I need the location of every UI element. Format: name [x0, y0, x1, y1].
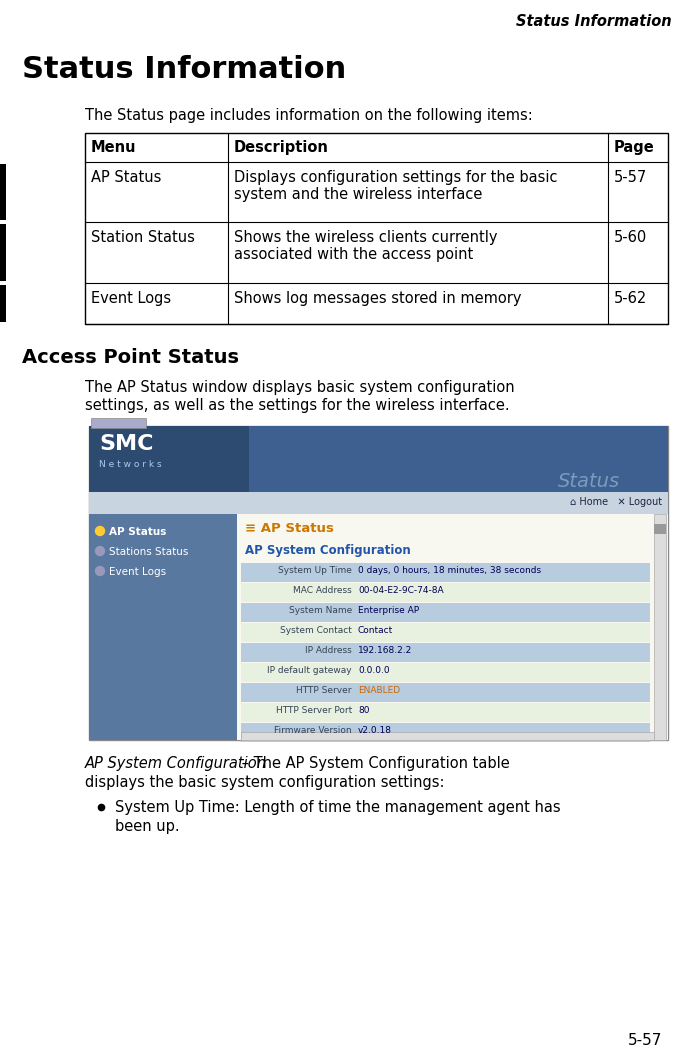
Circle shape: [96, 527, 104, 535]
Bar: [237, 514, 668, 740]
Bar: [0, 224, 6, 281]
Bar: [241, 623, 650, 642]
Text: ⌂ Home   ✕ Logout: ⌂ Home ✕ Logout: [570, 497, 662, 507]
Text: 5-62: 5-62: [614, 291, 647, 306]
Text: 5-57: 5-57: [628, 1033, 662, 1047]
Text: Access Point Status: Access Point Status: [22, 348, 239, 367]
Bar: [241, 703, 650, 722]
Text: v2.0.18: v2.0.18: [358, 726, 392, 735]
Text: IP default gateway: IP default gateway: [268, 666, 352, 675]
Bar: [241, 643, 650, 662]
Text: Menu: Menu: [91, 140, 136, 155]
Text: The Status page includes information on the following items:: The Status page includes information on …: [85, 108, 533, 122]
Text: AP Status: AP Status: [91, 170, 161, 185]
Bar: [89, 514, 237, 740]
Circle shape: [96, 547, 104, 556]
Text: – The AP System Configuration table: – The AP System Configuration table: [237, 756, 510, 771]
Text: Shows log messages stored in memory: Shows log messages stored in memory: [234, 291, 521, 306]
Bar: [241, 723, 650, 742]
Text: System Up Time: System Up Time: [278, 566, 352, 575]
Text: Status Information: Status Information: [22, 55, 346, 84]
Text: system and the wireless interface: system and the wireless interface: [234, 187, 482, 202]
Text: AP System Configuration: AP System Configuration: [85, 756, 267, 771]
Text: 192.168.2.2: 192.168.2.2: [358, 646, 412, 655]
Text: Status: Status: [558, 472, 620, 491]
Circle shape: [96, 566, 104, 576]
Bar: [241, 583, 650, 602]
Text: Description: Description: [234, 140, 329, 155]
Bar: [241, 663, 650, 682]
Text: IP Address: IP Address: [305, 646, 352, 655]
Text: 0 days, 0 hours, 18 minutes, 38 seconds: 0 days, 0 hours, 18 minutes, 38 seconds: [358, 566, 541, 575]
Bar: [0, 285, 6, 322]
Text: associated with the access point: associated with the access point: [234, 247, 473, 262]
Text: Event Logs: Event Logs: [109, 567, 166, 577]
Bar: [654, 514, 666, 740]
Bar: [89, 426, 668, 492]
Bar: [241, 683, 650, 701]
Text: Enterprise AP: Enterprise AP: [358, 606, 419, 615]
Text: 5-60: 5-60: [614, 230, 647, 245]
Text: HTTP Server Port: HTTP Server Port: [275, 706, 352, 715]
Bar: [85, 133, 668, 324]
Bar: [654, 524, 666, 534]
Bar: [91, 418, 146, 428]
Text: been up.: been up.: [115, 819, 180, 834]
Text: The AP Status window displays basic system configuration: The AP Status window displays basic syst…: [85, 380, 514, 395]
Text: AP Status: AP Status: [109, 527, 166, 537]
Text: settings, as well as the settings for the wireless interface.: settings, as well as the settings for th…: [85, 398, 510, 413]
Bar: [241, 603, 650, 622]
Bar: [0, 164, 6, 220]
Text: System Up Time: Length of time the management agent has: System Up Time: Length of time the manag…: [115, 800, 561, 815]
Text: System Name: System Name: [289, 606, 352, 615]
Text: displays the basic system configuration settings:: displays the basic system configuration …: [85, 775, 445, 790]
Text: Stations Status: Stations Status: [109, 547, 188, 557]
Text: Displays configuration settings for the basic: Displays configuration settings for the …: [234, 170, 558, 185]
Bar: [241, 563, 650, 582]
Text: 5-57: 5-57: [614, 170, 647, 185]
Text: Contact: Contact: [358, 626, 394, 634]
Text: 0.0.0.0: 0.0.0.0: [358, 666, 389, 675]
Text: Firmware Version: Firmware Version: [275, 726, 352, 735]
Text: N e t w o r k s: N e t w o r k s: [99, 460, 161, 469]
Text: AP System Configuration: AP System Configuration: [245, 544, 411, 557]
Bar: [89, 492, 668, 514]
Text: Station Status: Station Status: [91, 230, 195, 245]
Bar: [89, 426, 249, 492]
Text: Status Information: Status Information: [517, 14, 672, 29]
Text: Page: Page: [614, 140, 655, 155]
Text: 80: 80: [358, 706, 370, 715]
Text: MAC Address: MAC Address: [294, 586, 352, 595]
Text: Event Logs: Event Logs: [91, 291, 171, 306]
Text: Shows the wireless clients currently: Shows the wireless clients currently: [234, 230, 498, 245]
Text: ≡ AP Status: ≡ AP Status: [245, 522, 334, 535]
Bar: [89, 426, 668, 740]
Text: HTTP Server: HTTP Server: [296, 686, 352, 695]
Text: 00-04-E2-9C-74-8A: 00-04-E2-9C-74-8A: [358, 586, 444, 595]
Text: System Contact: System Contact: [280, 626, 352, 634]
Text: ENABLED: ENABLED: [358, 686, 400, 695]
Bar: [241, 732, 654, 740]
Text: SMC: SMC: [99, 435, 154, 454]
